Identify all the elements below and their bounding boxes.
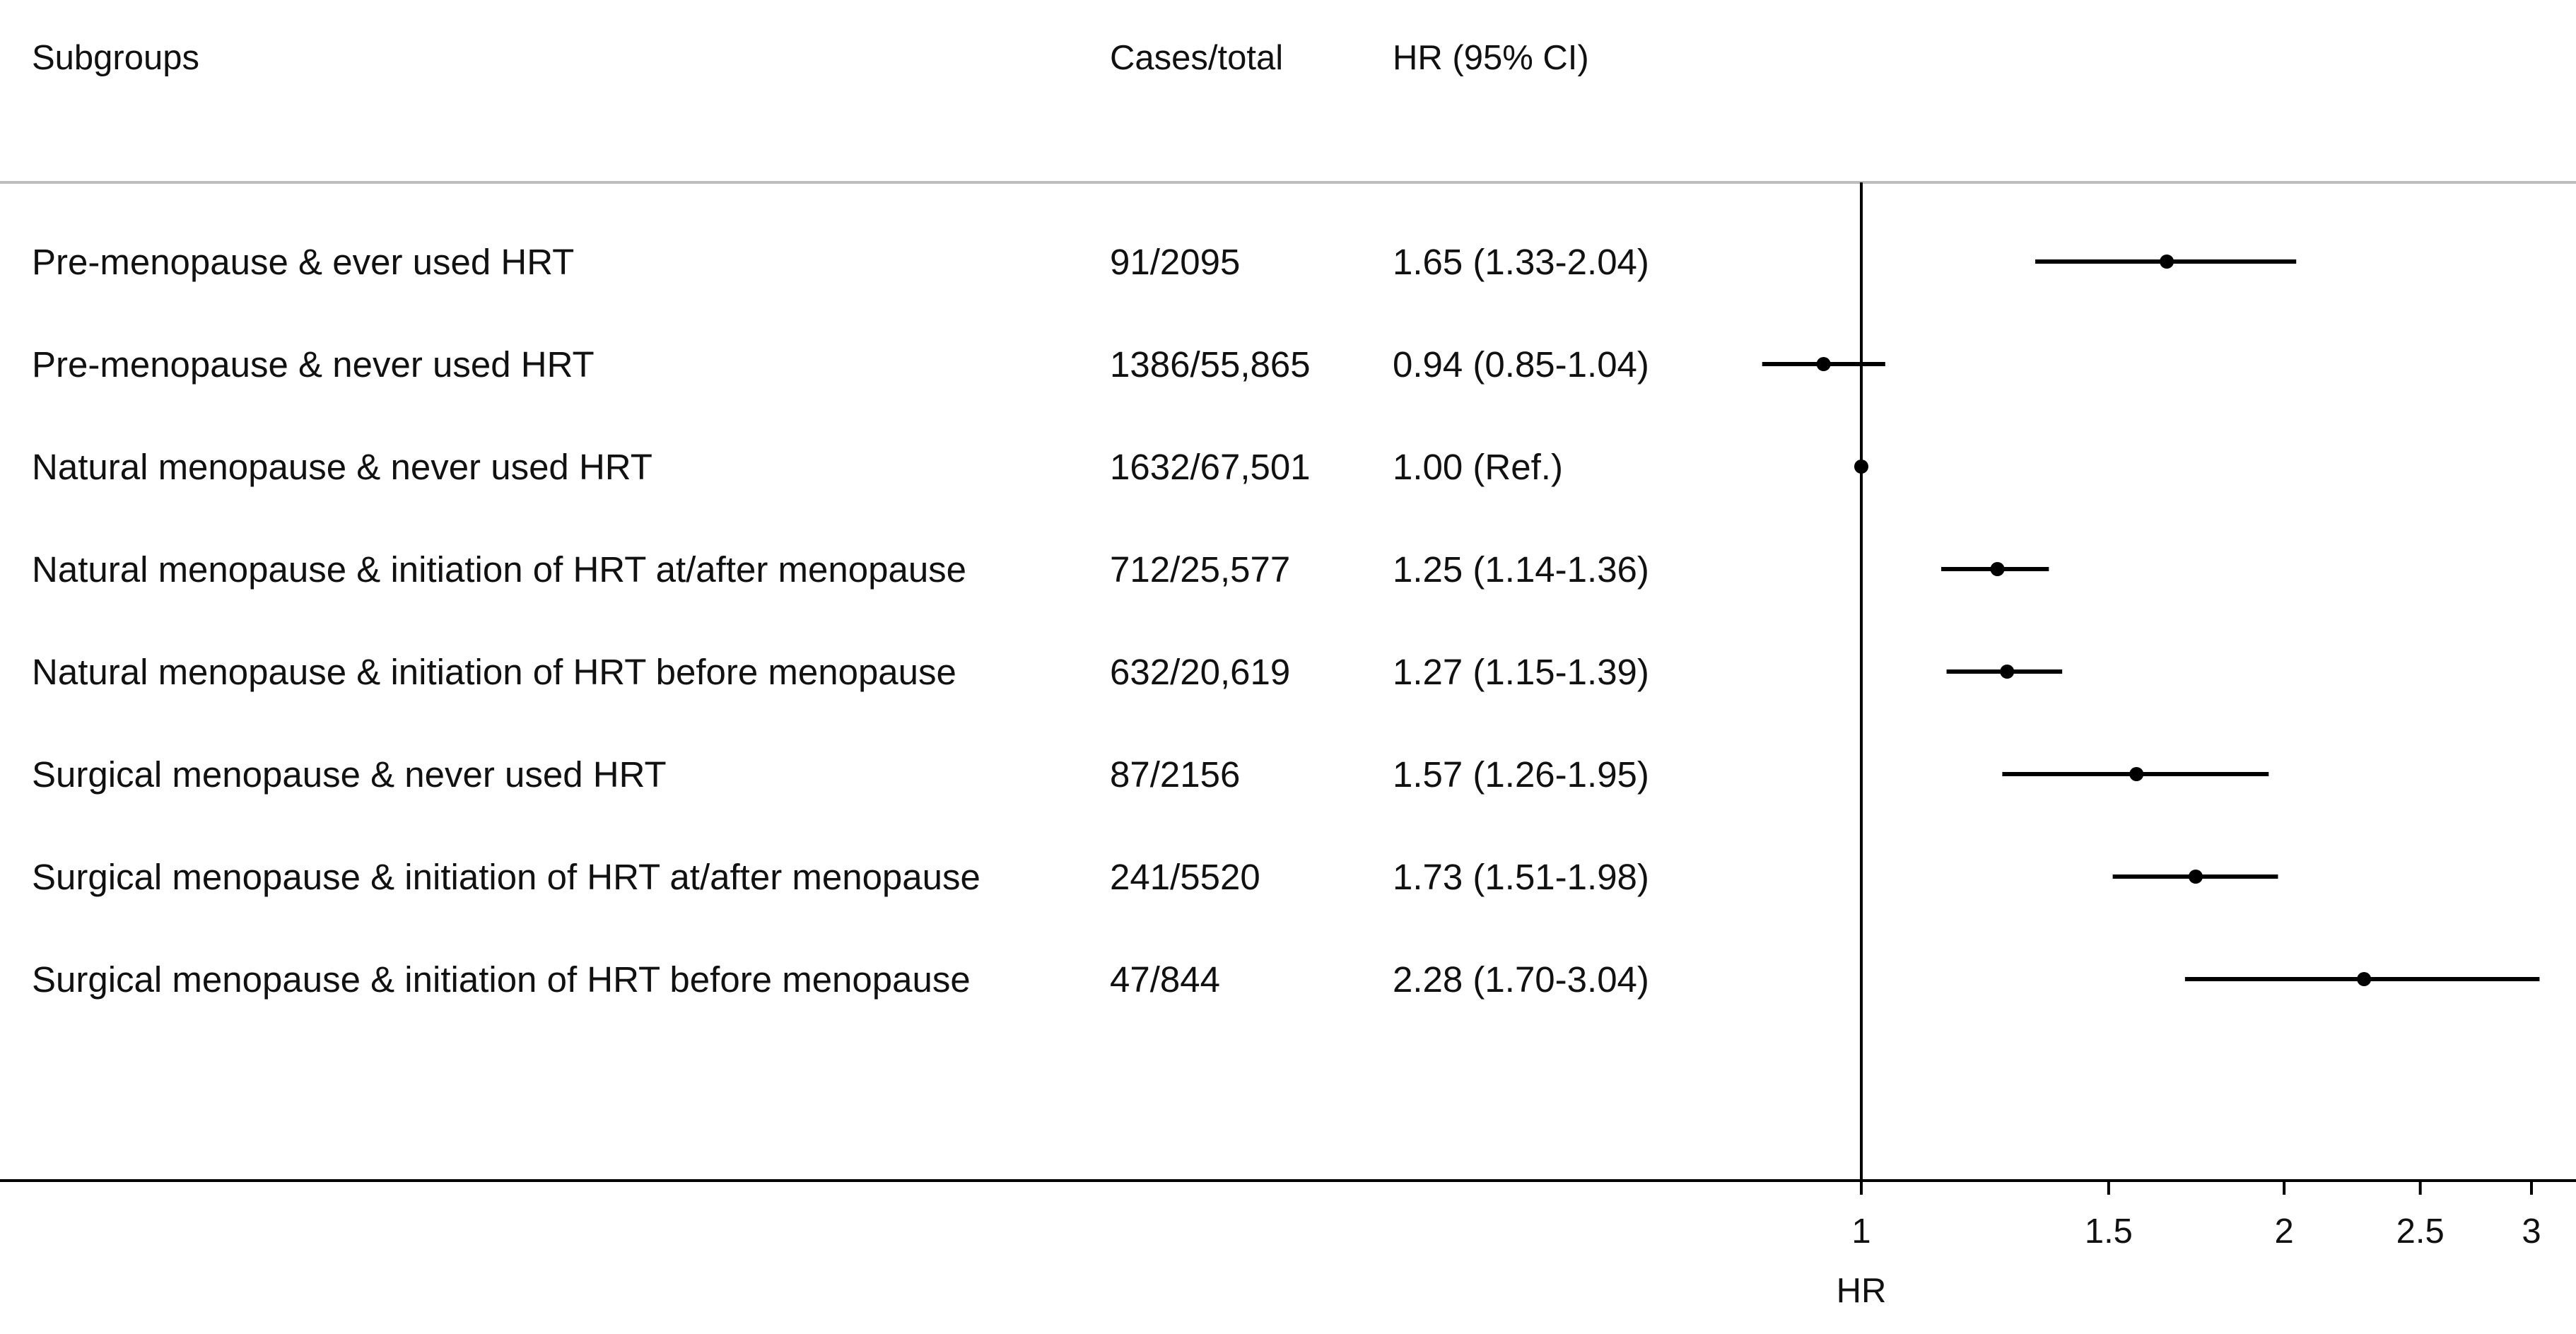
point-estimate [2188,870,2203,884]
row-label: Natural menopause & never used HRT [32,447,652,487]
row-hr-ci: 0.94 (0.85-1.04) [1393,344,1649,385]
x-tick-label: 1 [1851,1212,1870,1251]
x-axis-ticks: 1 1.5 2 2.5 3 [1851,1181,2541,1251]
point-estimate [2160,254,2174,269]
row-hr-ci: 1.73 (1.51-1.98) [1393,857,1649,897]
header-cases-total: Cases/total [1110,39,1283,77]
point-estimate [2357,972,2372,986]
row-cases: 712/25,577 [1110,549,1290,590]
row-hr-ci: 1.27 (1.15-1.39) [1393,652,1649,692]
row-hr-ci: 1.65 (1.33-2.04) [1393,242,1649,282]
row-label: Surgical menopause & initiation of HRT a… [32,857,980,897]
point-estimate [2129,767,2144,781]
row-cases: 47/844 [1110,959,1220,1000]
row-hr-ci: 2.28 (1.70-3.04) [1393,959,1649,1000]
row-label: Surgical menopause & never used HRT [32,754,667,795]
row-label: Natural menopause & initiation of HRT at… [32,549,966,590]
row-cases: 632/20,619 [1110,652,1290,692]
x-tick-label: 1.5 [2085,1212,2133,1251]
row-labels: Pre-menopause & ever used HRT 91/2095 1.65… [32,242,1649,1000]
x-tick-label: 3 [2522,1212,2541,1251]
header-hr-ci: HR (95% CI) [1393,39,1589,77]
header-subgroups: Subgroups [32,39,199,77]
x-tick-label: 2.5 [2396,1212,2445,1251]
row-hr-ci: 1.25 (1.14-1.36) [1393,549,1649,590]
estimate-marks [1762,254,2540,986]
row-label: Pre-menopause & never used HRT [32,344,595,385]
row-cases: 91/2095 [1110,242,1240,282]
point-estimate [1816,357,1831,371]
row-cases: 1632/67,501 [1110,447,1311,487]
row-label: Natural menopause & initiation of HRT be… [32,652,956,692]
row-cases: 1386/55,865 [1110,344,1311,385]
x-tick-label: 2 [2274,1212,2293,1251]
x-axis-label: HR [1837,1272,1887,1310]
point-estimate [1854,460,1868,474]
row-label: Surgical menopause & initiation of HRT b… [32,959,971,1000]
point-estimate [2000,665,2015,679]
point-estimate [1990,562,2005,576]
row-cases: 87/2156 [1110,754,1240,795]
row-hr-ci: 1.57 (1.26-1.95) [1393,754,1649,795]
row-label: Pre-menopause & ever used HRT [32,242,574,282]
row-cases: 241/5520 [1110,857,1260,897]
row-hr-ci: 1.00 (Ref.) [1393,447,1563,487]
